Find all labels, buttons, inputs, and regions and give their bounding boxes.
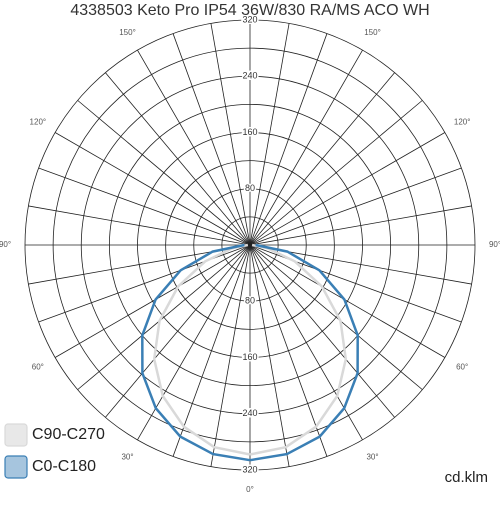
legend-label: C0-C180 (32, 458, 96, 475)
r-tick-label: 240 (242, 71, 257, 81)
r-tick-label: 160 (242, 352, 257, 362)
r-tick-label: 320 (242, 14, 257, 24)
angle-tick-label: 30° (366, 452, 378, 461)
intensity-curve (141, 243, 251, 462)
legend-label: C90-C270 (32, 426, 105, 443)
legend-swatch (4, 423, 28, 447)
angle-tick-label: 150° (119, 28, 136, 37)
intensity-curve (152, 243, 251, 456)
r-tick-label: 240 (242, 408, 257, 418)
grid (24, 19, 476, 471)
r-tick-label: 320 (242, 464, 257, 474)
r-tick-label: 80 (245, 296, 255, 306)
curves (141, 243, 359, 462)
r-tick-label: 80 (245, 183, 255, 193)
angle-tick-label: 30° (121, 452, 133, 461)
chart-title: 4338503 Keto Pro IP54 36W/830 RA/MS ACO … (70, 2, 429, 19)
angle-tick-label: 90° (489, 240, 500, 249)
angle-tick-label: 120° (30, 118, 47, 127)
angle-tick-label: 90° (0, 240, 11, 249)
legend-swatch (4, 455, 28, 479)
labels: 80 80 160 160 240 240 320 320 0° 30° 30° 60° 60° 90° 9… (0, 13, 500, 494)
angle-tick-label: 120° (454, 118, 471, 127)
unit-label: cd.klm (445, 469, 488, 486)
angle-tick-label: 0° (246, 485, 254, 494)
spoke (210, 23, 290, 467)
angle-tick-label: 60° (456, 363, 468, 372)
r-tick-label: 160 (242, 127, 257, 137)
legend: C90-C270 C0-C180 (4, 423, 105, 479)
intensity-curve (249, 243, 359, 462)
angle-tick-label: 150° (364, 28, 381, 37)
angle-tick-label: 60° (32, 363, 44, 372)
intensity-curve (249, 243, 348, 456)
